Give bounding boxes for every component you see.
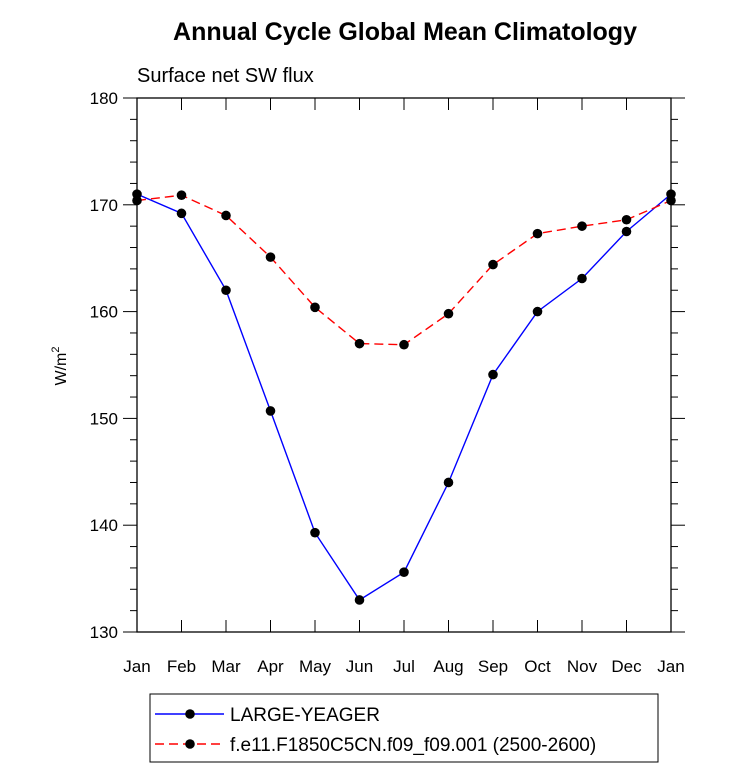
data-point xyxy=(666,195,676,206)
data-point xyxy=(488,259,498,270)
legend-label-1: LARGE-YEAGER xyxy=(230,705,380,726)
y-axis-label-text: W/m xyxy=(53,353,70,386)
data-point xyxy=(577,221,587,231)
data-point xyxy=(176,190,187,200)
data-point xyxy=(399,567,409,577)
data-point xyxy=(399,339,409,350)
legend-frame xyxy=(149,693,659,763)
data-point xyxy=(443,477,454,488)
data-point xyxy=(221,210,231,221)
data-point xyxy=(443,308,454,319)
data-point xyxy=(621,226,632,237)
y-tick-label: 170 xyxy=(90,196,118,215)
x-tick-label: Aug xyxy=(433,657,463,676)
plot-frame xyxy=(136,97,672,633)
x-axis-ticks: Jan Feb Mar Apr May Jun Jul Aug Sep Oct Nov Dec Jan xyxy=(123,98,685,676)
data-point xyxy=(176,208,187,219)
series-layer xyxy=(132,189,676,605)
x-tick-label: Nov xyxy=(567,657,598,676)
y-axis-label-superscript: 2 xyxy=(50,347,62,353)
x-tick-label: Dec xyxy=(611,657,642,676)
plot-border xyxy=(136,97,672,633)
y-tick-label: 160 xyxy=(90,303,118,322)
x-tick-label: Jun xyxy=(346,657,373,676)
x-tick-label: Sep xyxy=(478,657,508,676)
legend: LARGE-YEAGER f.e11.F1850C5CN.f09_f09.001 … xyxy=(149,693,659,763)
data-point xyxy=(532,306,543,317)
y-tick-label: 180 xyxy=(90,89,118,108)
data-point xyxy=(577,273,587,284)
x-tick-label: Jan xyxy=(657,657,684,676)
data-point xyxy=(354,595,365,605)
x-tick-label: Feb xyxy=(167,657,196,676)
y-axis-ticks: 130 140 150 160 170 180 xyxy=(90,89,685,642)
data-point xyxy=(132,195,142,206)
x-tick-label: May xyxy=(299,657,332,676)
data-point xyxy=(532,228,543,239)
x-tick-label: Apr xyxy=(257,657,284,676)
series-line-1 xyxy=(136,193,672,601)
legend-marker-2 xyxy=(185,739,195,749)
y-axis-label: W/m2 xyxy=(50,347,70,386)
series-1 xyxy=(132,189,676,605)
x-tick-label: Jan xyxy=(123,657,150,676)
data-point xyxy=(354,338,365,349)
data-point xyxy=(310,527,320,538)
data-point xyxy=(488,369,498,380)
data-point xyxy=(221,285,231,296)
data-point xyxy=(265,252,276,262)
data-point xyxy=(621,214,632,225)
y-tick-label: 150 xyxy=(90,409,118,428)
x-tick-label: Jul xyxy=(393,657,415,676)
legend-marker-1 xyxy=(185,709,195,719)
legend-label-2: f.e11.F1850C5CN.f09_f09.001 (2500-2600) xyxy=(230,735,596,756)
x-tick-label: Mar xyxy=(211,657,241,676)
data-point xyxy=(265,406,276,416)
data-point xyxy=(310,302,320,313)
y-tick-label: 130 xyxy=(90,623,118,642)
y-tick-label: 140 xyxy=(90,516,118,535)
chart-title: Annual Cycle Global Mean Climatology xyxy=(173,18,637,46)
x-tick-label: Oct xyxy=(524,657,551,676)
series-2 xyxy=(132,190,676,350)
chart-subtitle: Surface net SW flux xyxy=(137,65,314,87)
